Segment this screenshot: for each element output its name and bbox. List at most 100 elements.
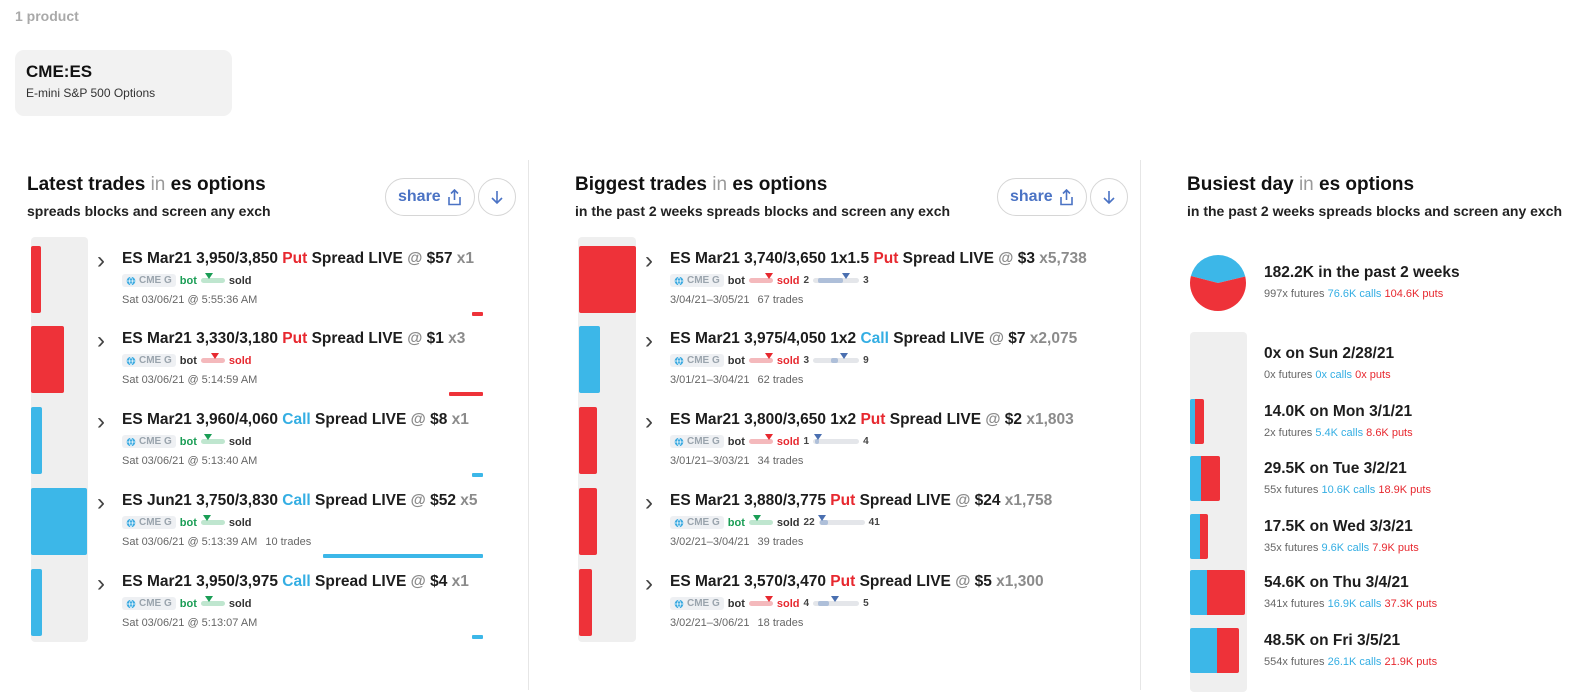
biggest-download-button[interactable]: [1090, 178, 1128, 216]
latest-download-button[interactable]: [478, 178, 516, 216]
globe-icon: [126, 355, 136, 366]
globe-icon: [674, 436, 684, 447]
trade-at: @: [406, 411, 431, 428]
day-title: 54.6K on Thu 3/4/21: [1264, 574, 1409, 591]
day-row[interactable]: 48.5K on Fri 3/5/21 554x futures 26.1K ca…: [1264, 632, 1437, 668]
chevron-right-icon[interactable]: ›: [97, 489, 105, 516]
product-card[interactable]: CME:ES E-mini S&P 500 Options: [15, 50, 232, 116]
trade-qty: x1,300: [991, 573, 1044, 590]
price-marker: [831, 596, 840, 602]
column-divider: [528, 160, 529, 690]
chevron-right-icon[interactable]: ›: [97, 570, 105, 597]
trade-row[interactable]: ES Mar21 3,975/4,050 1x2 Call Spread LIV…: [670, 330, 1077, 386]
trade-at: @: [402, 330, 427, 347]
day-breakdown: 554x futures 26.1K calls 21.9K puts: [1264, 656, 1437, 668]
day-puts-bar: [1195, 399, 1205, 444]
chevron-right-icon[interactable]: ›: [645, 408, 653, 435]
trade-size-bar: [31, 246, 41, 313]
trade-type: Put: [830, 492, 856, 509]
bot-sold-slider: [200, 273, 225, 283]
trade-price: $24: [974, 492, 1001, 509]
bot-sold-marker: [202, 515, 211, 521]
trade-row[interactable]: ES Mar21 3,330/3,180 Put Spread LIVE @ $…: [122, 330, 465, 386]
day-breakdown: 55x futures 10.6K calls 18.9K puts: [1264, 484, 1431, 496]
bot-sold-slider: [200, 515, 225, 525]
day-title: 48.5K on Fri 3/5/21: [1264, 632, 1401, 649]
bot-sold-slider: [748, 515, 773, 525]
exchange-label: CME G: [687, 517, 720, 528]
share-icon: [447, 188, 461, 205]
day-row[interactable]: 17.5K on Wed 3/3/21 35x futures 9.6K call…: [1264, 518, 1419, 554]
chevron-right-icon[interactable]: ›: [97, 408, 105, 435]
day-puts: 7.9K puts: [1372, 542, 1419, 554]
chevron-right-icon[interactable]: ›: [97, 327, 105, 354]
day-puts: 21.9K puts: [1384, 656, 1438, 668]
price-range-fill: [817, 601, 830, 606]
premium-bar: [472, 473, 483, 477]
exchange-badge: CME G: [670, 274, 724, 287]
bot-sold-marker: [764, 434, 773, 440]
biggest-share-button[interactable]: share: [997, 178, 1087, 216]
trade-status: Spread LIVE: [310, 492, 407, 509]
latest-share-button[interactable]: share: [385, 178, 475, 216]
trade-timestamp: Sat 03/06/21 @ 5:13:39 AM: [122, 536, 258, 548]
day-futures: 55x futures: [1264, 484, 1319, 496]
chevron-right-icon[interactable]: ›: [97, 247, 105, 274]
trade-row[interactable]: ES Mar21 3,570/3,470 Put Spread LIVE @ $…: [670, 573, 1044, 629]
day-row[interactable]: 0x on Sun 2/28/21 0x futures 0x calls 0x …: [1264, 345, 1394, 381]
trade-price: $3: [1017, 250, 1035, 267]
trade-row[interactable]: ES Mar21 3,740/3,650 1x1.5 Put Spread LI…: [670, 250, 1087, 306]
exchange-label: CME G: [687, 598, 720, 609]
price-range-low: 4: [803, 598, 810, 609]
day-row[interactable]: 14.0K on Mon 3/1/21 2x futures 5.4K calls…: [1264, 403, 1413, 439]
day-title: 0x on Sun 2/28/21: [1264, 345, 1395, 362]
trade-row[interactable]: ES Mar21 3,960/4,060 Call Spread LIVE @ …: [122, 411, 469, 467]
bot-label: bot: [727, 435, 745, 448]
bot-sold-slider: [748, 596, 773, 606]
trade-qty: x1: [447, 573, 469, 590]
price-range-low: 1: [803, 436, 810, 447]
trade-contract: ES Mar21 3,880/3,775: [670, 492, 831, 509]
day-title: 14.0K on Mon 3/1/21: [1264, 403, 1413, 420]
exchange-badge: CME G: [122, 435, 176, 448]
trade-size-bar: [579, 326, 600, 393]
biggest-trades-subtitle: in the past 2 weeks spreads blocks and s…: [575, 203, 951, 219]
trade-row[interactable]: ES Mar21 3,950/3,850 Put Spread LIVE @ $…: [122, 250, 474, 306]
trade-timestamp: Sat 03/06/21 @ 5:55:36 AM: [122, 294, 258, 306]
trade-row[interactable]: ES Mar21 3,950/3,975 Call Spread LIVE @ …: [122, 573, 469, 629]
premium-bar: [472, 635, 483, 639]
trade-title: ES Mar21 3,880/3,775 Put Spread LIVE @ $…: [670, 492, 1052, 510]
bot-sold-marker: [764, 273, 773, 279]
column-divider: [1140, 160, 1141, 690]
trade-meta: CME G bot sold: [122, 353, 465, 367]
trade-count: 67 trades: [757, 294, 804, 306]
biggest-trades-header: Biggest trades in es options in the past…: [575, 174, 950, 219]
trade-status: Spread LIVE: [888, 330, 985, 347]
bot-sold-marker: [205, 596, 214, 602]
chevron-right-icon[interactable]: ›: [645, 489, 653, 516]
bot-label: bot: [179, 435, 197, 448]
trade-size-bar: [579, 488, 597, 555]
day-row[interactable]: 54.6K on Thu 3/4/21 341x futures 16.9K ca…: [1264, 574, 1437, 610]
day-puts: 8.6K puts: [1366, 427, 1413, 439]
trade-row[interactable]: ES Jun21 3,750/3,830 Call Spread LIVE @ …: [122, 492, 478, 548]
chevron-right-icon[interactable]: ›: [645, 247, 653, 274]
trade-title: ES Mar21 3,960/4,060 Call Spread LIVE @ …: [122, 411, 469, 429]
trade-status: Spread LIVE: [310, 411, 407, 428]
exchange-badge: CME G: [670, 435, 724, 448]
chevron-right-icon[interactable]: ›: [645, 327, 653, 354]
exchange-badge: CME G: [670, 597, 724, 610]
share-icon: [1059, 188, 1073, 205]
trade-contract: ES Mar21 3,950/3,975: [122, 573, 283, 590]
day-row[interactable]: 29.5K on Tue 3/2/21 55x futures 10.6K cal…: [1264, 460, 1431, 496]
chevron-right-icon[interactable]: ›: [645, 570, 653, 597]
trade-type: Call: [860, 330, 889, 347]
exchange-label: CME G: [139, 598, 172, 609]
trade-row[interactable]: ES Mar21 3,880/3,775 Put Spread LIVE @ $…: [670, 492, 1052, 548]
bot-sold-slider: [748, 434, 773, 444]
price-marker: [840, 353, 849, 359]
latest-trades-title: Latest trades in es options: [27, 174, 266, 195]
trade-size-bar: [31, 407, 42, 474]
trade-row[interactable]: ES Mar21 3,800/3,650 1x2 Put Spread LIVE…: [670, 411, 1074, 467]
price-marker: [818, 515, 827, 521]
